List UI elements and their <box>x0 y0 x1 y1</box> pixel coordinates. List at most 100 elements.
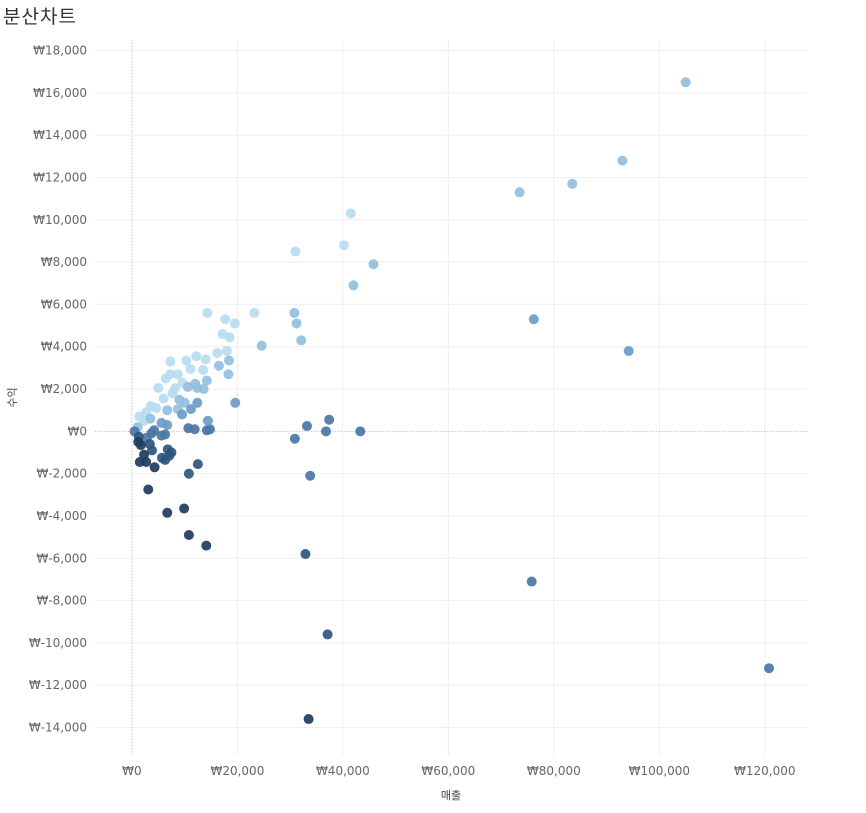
x-tick-label: ₩20,000 <box>210 764 264 778</box>
scatter-point <box>143 484 154 495</box>
scatter-point <box>183 530 194 540</box>
scatter-point <box>183 468 194 479</box>
x-tick-label: ₩60,000 <box>421 764 475 778</box>
scatter-point <box>179 503 190 514</box>
scatter-point <box>185 363 196 374</box>
scatter-point <box>528 314 539 325</box>
scatter-point <box>338 240 349 251</box>
scatter-point <box>223 369 234 380</box>
scatter-point <box>212 348 223 359</box>
scatter-point <box>185 404 196 415</box>
scatter-point <box>204 424 215 435</box>
y-axis-title: 수익 <box>6 387 19 407</box>
scatter-point <box>162 507 173 518</box>
scatter-point <box>623 345 634 356</box>
y-tick-label: ₩-10,000 <box>29 636 87 650</box>
scatter-point <box>202 415 213 426</box>
scatter-point <box>177 409 188 420</box>
scatter-point <box>322 629 333 640</box>
scatter-point <box>202 307 213 318</box>
scatter-point <box>162 405 173 416</box>
scatter-point <box>146 445 157 456</box>
scatter-point <box>172 369 183 380</box>
scatter-point <box>296 335 307 346</box>
scatter-point <box>617 155 628 166</box>
scatter-point <box>289 433 300 444</box>
y-tick-label: ₩-8,000 <box>36 594 87 608</box>
scatter-point <box>189 424 200 435</box>
scatter-point <box>230 397 241 408</box>
scatter-point <box>526 576 537 587</box>
scatter-point <box>224 332 235 343</box>
scatter-point <box>160 429 171 440</box>
scatter-point <box>181 355 192 366</box>
y-tick-label: ₩18,000 <box>33 44 87 58</box>
x-axis-ticks: ₩0 ₩20,000 ₩40,000 ₩60,000 ₩80,000 ₩100,000 ₩1… <box>122 764 795 778</box>
scatter-point <box>200 354 211 365</box>
scatter-point <box>133 436 144 447</box>
x-tick-label: ₩120,000 <box>734 764 796 778</box>
scatter-point <box>220 314 231 325</box>
y-tick-label: ₩6,000 <box>41 297 87 311</box>
x-tick-label: ₩0 <box>122 764 142 778</box>
scatter-point <box>179 397 190 408</box>
x-tick-label: ₩40,000 <box>316 764 370 778</box>
page-title: 분산차트 <box>3 6 77 28</box>
scatter-point <box>355 426 366 437</box>
y-tick-label: ₩-14,000 <box>29 721 87 735</box>
zero-lines <box>95 40 807 755</box>
scatter-point <box>201 375 212 386</box>
scatter-point <box>514 187 525 198</box>
y-tick-label: ₩16,000 <box>33 86 87 100</box>
scatter-point <box>182 381 193 392</box>
scatter-point <box>303 714 314 725</box>
scatter-point <box>229 318 240 329</box>
y-tick-label: ₩10,000 <box>33 213 87 227</box>
scatter-point <box>201 540 212 551</box>
scatter-point <box>213 360 224 371</box>
scatter-point <box>192 397 203 408</box>
scatter-point <box>291 318 302 329</box>
scatter-point <box>164 450 175 461</box>
y-tick-label: ₩-2,000 <box>36 467 87 481</box>
scatter-point <box>162 420 173 430</box>
scatter-point <box>198 365 209 375</box>
scatter-point <box>567 178 578 189</box>
scatter-point <box>300 549 311 560</box>
scatter-point <box>324 414 335 425</box>
y-tick-label: ₩8,000 <box>41 255 87 269</box>
scatter-point <box>302 421 313 432</box>
x-tick-label: ₩80,000 <box>527 764 581 778</box>
scatter-point <box>191 351 202 362</box>
scatter-point <box>290 246 301 257</box>
grid-lines <box>95 40 807 755</box>
scatter-point <box>192 459 203 470</box>
scatter-point <box>134 411 145 422</box>
y-tick-label: ₩-12,000 <box>29 678 87 692</box>
scatter-point <box>321 426 332 437</box>
y-tick-label: ₩-4,000 <box>36 509 87 523</box>
y-tick-label: ₩14,000 <box>33 128 87 142</box>
scatter-point <box>289 307 300 318</box>
scatter-point <box>134 457 145 468</box>
scatter-point <box>368 259 379 270</box>
scatter-point <box>223 355 234 366</box>
scatter-point <box>149 462 160 473</box>
y-tick-label: ₩4,000 <box>41 340 87 354</box>
scatter-point <box>165 356 176 367</box>
scatter-point <box>160 373 171 384</box>
scatter-point <box>145 413 156 424</box>
scatter-point <box>348 280 359 291</box>
scatter-point <box>221 345 232 356</box>
x-tick-label: ₩100,000 <box>629 764 691 778</box>
y-tick-label: ₩-6,000 <box>36 551 87 565</box>
y-tick-label: ₩12,000 <box>33 171 87 185</box>
x-axis-title: 매출 <box>441 789 461 802</box>
y-tick-label: ₩0 <box>68 424 88 438</box>
scatter-point <box>345 208 356 219</box>
data-points <box>129 77 775 725</box>
scatter-point <box>764 663 775 674</box>
scatter-point <box>158 393 169 404</box>
y-axis-ticks: ₩18,000 ₩16,000 ₩14,000 ₩12,000 ₩10,000 ₩8,00… <box>29 44 87 735</box>
